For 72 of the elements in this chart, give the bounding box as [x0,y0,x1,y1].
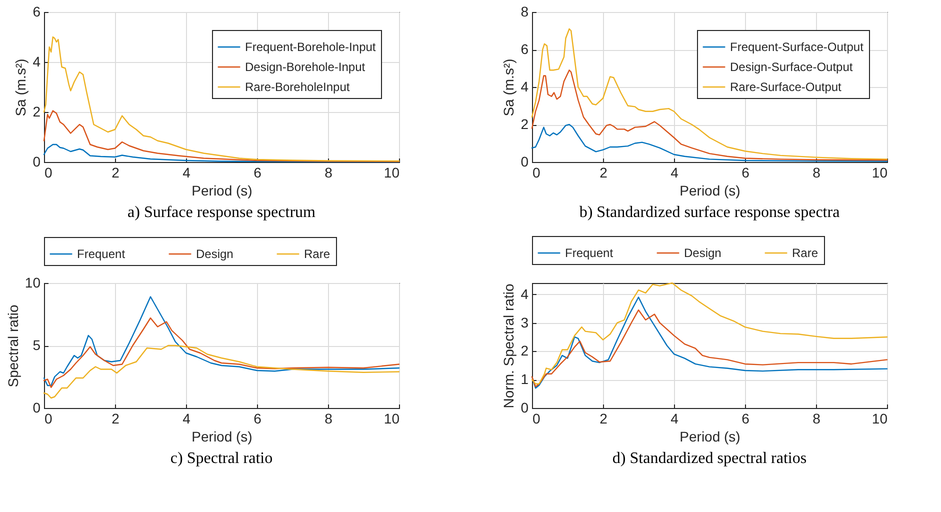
x-tick-label: 0 [532,410,540,426]
x-tick-label: 10 [384,410,400,426]
x-tick-label: 8 [324,410,333,426]
line-series [43,344,400,399]
x-axis-title: Period (s) [192,428,252,444]
x-tick-label: 8 [812,410,821,426]
x-tick-label: 0 [532,164,540,180]
x-tick-label: 4 [182,410,191,426]
x-tick-label: 10 [872,410,888,426]
y-tick-label: 4 [520,78,529,94]
y-tick-label: 4 [32,54,41,70]
legend-label: Rare-BoreholeInput [245,80,350,94]
legend-label: Rare [792,246,818,260]
y-tick-label: 6 [520,41,529,57]
legend-label: Design-Surface-Output [730,60,854,74]
x-tick-label: 2 [112,410,120,426]
y-axis-title: Sa (m.s²) [500,58,517,116]
line-series [43,296,400,386]
x-axis-title: Period (s) [680,428,740,444]
y-tick-label: 4 [520,286,529,302]
y-tick-label: 8 [520,4,529,20]
y-axis-title: Norm. Spectral ratio [500,284,517,408]
x-tick-label: 6 [742,164,750,180]
y-tick-label: 0 [520,400,529,416]
x-tick-label: 8 [324,164,333,180]
line-series [531,309,888,388]
legend-label: Design [196,247,234,261]
x-tick-label: 2 [600,410,608,426]
line-series [531,28,888,160]
legend-label: Frequent [565,246,614,260]
x-tick-label: 2 [112,164,120,180]
y-tick-label: 3 [520,314,529,330]
text: c) Spectral ratio [170,450,273,467]
line-series [531,296,888,389]
x-tick-label: 4 [670,410,679,426]
legend-label: Frequent-Surface-Output [730,40,864,54]
text: a) Surface response spectrum [128,204,316,221]
x-axis-title: Period (s) [680,182,740,198]
legend-label: Design [684,246,722,260]
legend-label: Design-Borehole-Input [245,60,366,74]
x-tick-label: 0 [44,410,52,426]
x-tick-label: 8 [812,164,821,180]
y-tick-label: 2 [520,116,529,132]
x-tick-label: 6 [254,410,262,426]
text: b) Standardized surface response spectra [579,204,840,221]
y-axis-title: Spectral ratio [4,304,21,388]
y-tick-label: 1 [520,371,529,388]
x-tick-label: 6 [742,410,750,426]
x-tick-label: 10 [384,164,400,180]
x-tick-label: 6 [254,164,262,180]
legend-label: Frequent-Borehole-Input [245,40,376,54]
y-tick-label: 2 [32,104,41,120]
x-tick-label: 4 [182,164,191,180]
x-tick-label: 4 [670,164,679,180]
text: d) Standardized spectral ratios [612,450,807,467]
x-axis-title: Period (s) [192,182,252,198]
y-tick-label: 0 [32,400,41,416]
y-tick-label: 6 [32,4,41,20]
line-series [43,317,400,388]
y-tick-label: 0 [520,154,529,170]
x-tick-label: 2 [600,164,608,180]
y-tick-label: 10 [24,274,41,290]
x-tick-label: 10 [872,164,888,180]
x-tick-label: 0 [44,164,52,180]
legend-label: Frequent [77,247,126,261]
y-tick-label: 5 [32,337,41,353]
y-tick-label: 0 [32,154,41,170]
legend-label: Rare-Surface-Output [730,80,842,94]
y-tick-label: 2 [520,342,529,359]
y-axis-title: Sa (m.s²) [12,58,29,116]
line-series [531,282,888,384]
legend-label: Rare [304,247,330,261]
